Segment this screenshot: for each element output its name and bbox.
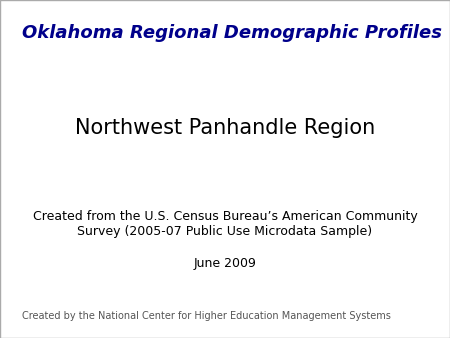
Text: June 2009: June 2009 <box>194 257 256 270</box>
Text: Created from the U.S. Census Bureau’s American Community
Survey (2005-07 Public : Created from the U.S. Census Bureau’s Am… <box>32 210 418 238</box>
Text: Oklahoma Regional Demographic Profiles: Oklahoma Regional Demographic Profiles <box>22 24 442 42</box>
Text: Created by the National Center for Higher Education Management Systems: Created by the National Center for Highe… <box>22 311 392 321</box>
Text: Northwest Panhandle Region: Northwest Panhandle Region <box>75 118 375 138</box>
